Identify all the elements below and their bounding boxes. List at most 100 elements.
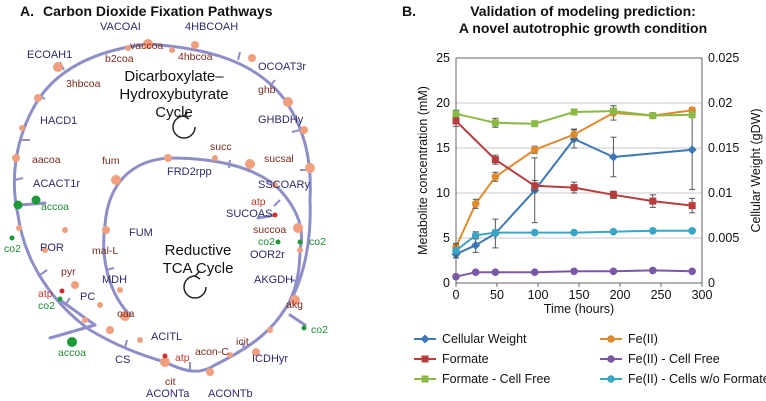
cycle-bottom-line1: Reductive (165, 242, 232, 259)
x-tick-label: 150 (569, 288, 590, 302)
enzyme-hacd1: HACD1 (40, 115, 77, 127)
legend-marker (607, 355, 615, 363)
legend-item: Formate - Cell Free (414, 372, 550, 386)
data-point (609, 191, 617, 199)
data-point (530, 228, 539, 237)
accoa-branch (18, 201, 47, 207)
enzyme-akgdh: AKGDH (254, 274, 293, 286)
y-axis-label: Metabolite concentration (mM) (416, 86, 430, 255)
data-point (491, 119, 499, 127)
y2-tick-label: 0.025 (708, 51, 739, 65)
y-axis-ticks: 0 5 10 15 20 25 (436, 51, 450, 290)
legend-marker (607, 375, 615, 383)
outer-arc-bottom (16, 213, 167, 364)
enzyme-por: POR (40, 242, 64, 254)
x-tick-label: 50 (490, 288, 504, 302)
enzyme-sucoas: SUCOAS (226, 208, 272, 220)
data-point (688, 227, 696, 235)
enzyme-aconta: ACONTa (146, 388, 190, 400)
metabolite-acon-c: acon-C (195, 346, 229, 358)
cofactor-co2-pc: co2 (38, 300, 55, 312)
data-point (649, 197, 657, 205)
enzyme-icdhyr: ICDHyr (252, 353, 288, 365)
series-fe-ii-cell-free (452, 266, 696, 281)
cofactor-co2-right-top: co2 (309, 236, 326, 248)
legend-marker (420, 334, 430, 344)
metabolite-b2coa: b2coa (105, 53, 134, 65)
enzyme-4hbcoah: 4HBCOAH (185, 21, 238, 33)
data-point (491, 268, 500, 277)
x-tick-label: 100 (528, 288, 549, 302)
legend-item: Fe(II) - Cell Free (600, 352, 720, 366)
data-point (608, 152, 618, 162)
metabolite-3hbcoa: 3hbcoa (66, 78, 101, 90)
legend-label: Cellular Weight (442, 332, 527, 346)
enzyme-ghbdhy: GHBDHy (258, 114, 304, 126)
enzyme-pc: PC (80, 291, 95, 303)
legend-label: Fe(II) - Cells w/o Formate (628, 372, 766, 386)
series-fe-ii-cells-w-o-formate (452, 227, 696, 259)
data-point (452, 246, 460, 255)
enzyme-acact1r: ACACT1r (33, 178, 80, 190)
metabolite-icit: icit (236, 336, 249, 348)
clockwise-arrow-icon (183, 275, 207, 299)
metabolite-mal-l: mal-L (92, 245, 118, 257)
legend-marker (421, 355, 429, 363)
metabolite-sucsal: sucsal (264, 153, 294, 165)
y2-tick-label: 0.015 (708, 141, 739, 155)
data-point (570, 267, 578, 276)
metabolite-labels: vaccoa b2coa 4hbcoa 3hbcoa ghb aacoa suc… (32, 40, 303, 388)
x-axis-label: Time (hours) (544, 302, 614, 316)
y2-tick-label: 0.01 (708, 186, 732, 200)
y-tick-label: 15 (436, 141, 450, 155)
legend-item: Fe(II) (600, 332, 658, 346)
enzyme-ecoah1: ECOAH1 (27, 49, 72, 61)
legend-label: Fe(II) (628, 332, 658, 346)
data-point (531, 182, 539, 190)
data-point (649, 112, 657, 120)
y2-tick-label: 0.005 (708, 231, 739, 245)
cofactor-labels: accoa co2 atp co2 accoa atp co2 co2 co2 … (4, 196, 328, 364)
clockwise-arrow-icon (172, 115, 196, 139)
gridlines (456, 102, 702, 239)
enzyme-acontb: ACONTb (208, 388, 253, 400)
legend-item: Cellular Weight (414, 332, 527, 346)
panel-a-title: Carbon Dioxide Fixation Pathways (43, 3, 273, 19)
data-point (687, 145, 697, 155)
metabolite-fum: fum (102, 155, 120, 167)
y-tick-label: 25 (436, 51, 450, 65)
enzyme-sscoary: SSCOARy (258, 179, 310, 191)
enzyme-frd2rpp: FRD2rpp (167, 166, 212, 178)
cycle-labels: Dicarboxylate– Hydroxybutyrate Cycle Red… (119, 68, 233, 277)
cofactor-accoa-bottom: accoa (58, 347, 86, 359)
enzyme-ocoat3r: OCOAT3r (258, 61, 306, 73)
metabolite-ghb: ghb (258, 84, 276, 96)
data-point (491, 228, 500, 237)
metabolite-pyr: pyr (61, 266, 76, 278)
accoa-bottom-branch (48, 323, 97, 340)
metabolite-cit: cit (165, 376, 176, 388)
metabolite-aacoa: aacoa (32, 154, 61, 166)
metabolite-oaa: oaa (117, 308, 135, 320)
data-point (471, 231, 480, 240)
data-point (531, 120, 539, 128)
outer-bottom-join (163, 360, 217, 373)
data-point (570, 228, 578, 237)
plot-frame (455, 57, 703, 284)
panel-a-label: A. (20, 3, 34, 19)
y-tick-label: 0 (443, 276, 450, 290)
panel-a: A. Carbon Dioxide Fixation Pathways (4, 3, 328, 400)
co2-branch (256, 213, 277, 220)
series-formate-cell-free (452, 107, 696, 128)
data-point (609, 107, 617, 115)
y2-tick-label: 0.02 (708, 96, 732, 110)
enzyme-acitl: ACITL (151, 331, 182, 343)
data-point (609, 267, 618, 276)
inner-tca-left (102, 223, 132, 317)
plot-area: 0 5 10 15 20 25 0 0.005 0.01 0.015 0.02 0.025 0 50 1… (436, 51, 739, 302)
x-axis-ticks: 0 50 100 150 200 250 300 (453, 283, 712, 302)
x-tick-label: 0 (453, 288, 460, 302)
cofactor-co2-left: co2 (4, 243, 21, 255)
legend-label: Formate - Cell Free (442, 372, 550, 386)
